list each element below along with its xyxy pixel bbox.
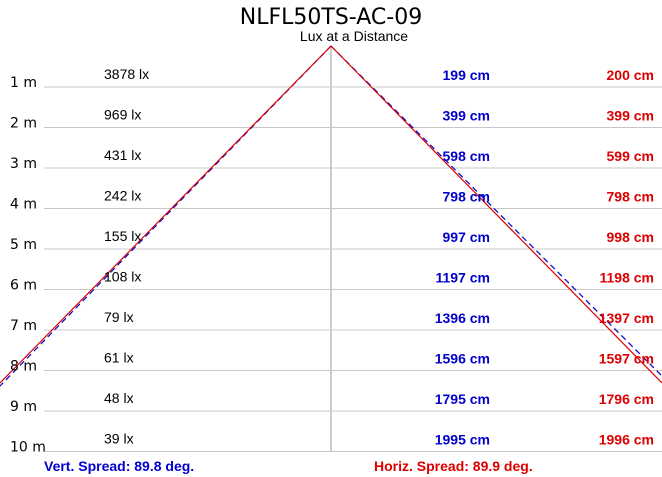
horizontal-spread-value: 1996 cm: [599, 432, 654, 448]
beam-lines: [0, 45, 662, 387]
distance-label: 3 m: [10, 156, 37, 172]
horizontal-spread-value: 1198 cm: [600, 270, 655, 286]
diagram-title: NLFL50TS-AC-09: [240, 5, 422, 30]
horizontal-spread-value: 1397 cm: [599, 310, 654, 326]
distance-label: 5 m: [10, 237, 37, 253]
horizontal-spread-value: 998 cm: [607, 229, 654, 245]
diagram-subtitle: Lux at a Distance: [300, 28, 408, 44]
distance-label: 8 m: [10, 359, 37, 375]
horizontal-spread-right-line: [330, 45, 662, 384]
vertical-spread-value: 199 cm: [443, 67, 490, 83]
lux-value: 39 lx: [104, 431, 134, 447]
lux-value: 242 lx: [104, 188, 141, 204]
horizontal-spread-value: 399 cm: [607, 108, 654, 124]
horizontal-spread-value: 1796 cm: [599, 391, 654, 407]
vertical-spread-value: 598 cm: [443, 148, 490, 164]
vertical-spread-value: 1197 cm: [436, 270, 491, 286]
horizontal-spread-value: 798 cm: [607, 189, 654, 205]
vertical-spread-value: 1396 cm: [435, 310, 490, 326]
lux-value: 431 lx: [104, 147, 141, 163]
vertical-spread-right-line: [330, 45, 662, 377]
vertical-spread-value: 1795 cm: [435, 391, 490, 407]
distance-label: 10 m: [10, 440, 46, 456]
vertical-spread-value: 997 cm: [443, 229, 490, 245]
vertical-spread-value: 399 cm: [443, 108, 490, 124]
horizontal-spread-label: Horiz. Spread: 89.9 deg.: [374, 458, 533, 474]
row-labels: 1 m 3878 lx 199 cm 200 cm 2 m 969 lx 399 cm 399…: [10, 66, 654, 456]
distance-label: 2 m: [10, 116, 37, 132]
vertical-spread-value: 1596 cm: [435, 351, 490, 367]
distance-label: 4 m: [10, 197, 37, 213]
lux-value: 108 lx: [104, 269, 141, 285]
horizontal-spread-value: 1597 cm: [599, 351, 654, 367]
distance-label: 1 m: [10, 75, 37, 91]
distance-label: 7 m: [10, 318, 37, 334]
horizontal-spread-value: 599 cm: [607, 148, 654, 164]
distance-label: 9 m: [10, 399, 37, 415]
lux-value: 61 lx: [104, 350, 134, 366]
horizontal-spread-value: 200 cm: [607, 67, 654, 83]
vertical-spread-left-line: [0, 45, 332, 387]
grid-lines: [44, 86, 662, 452]
horizontal-spread-left-line: [0, 45, 332, 384]
distance-label: 6 m: [10, 278, 37, 294]
lux-value: 3878 lx: [104, 66, 149, 82]
lux-value: 969 lx: [104, 107, 141, 123]
lux-value: 79 lx: [104, 309, 134, 325]
vertical-spread-value: 1995 cm: [435, 432, 490, 448]
vertical-spread-label: Vert. Spread: 89.8 deg.: [44, 458, 194, 474]
lux-value: 155 lx: [104, 228, 141, 244]
lux-value: 48 lx: [104, 390, 134, 406]
vertical-spread-value: 798 cm: [443, 189, 490, 205]
